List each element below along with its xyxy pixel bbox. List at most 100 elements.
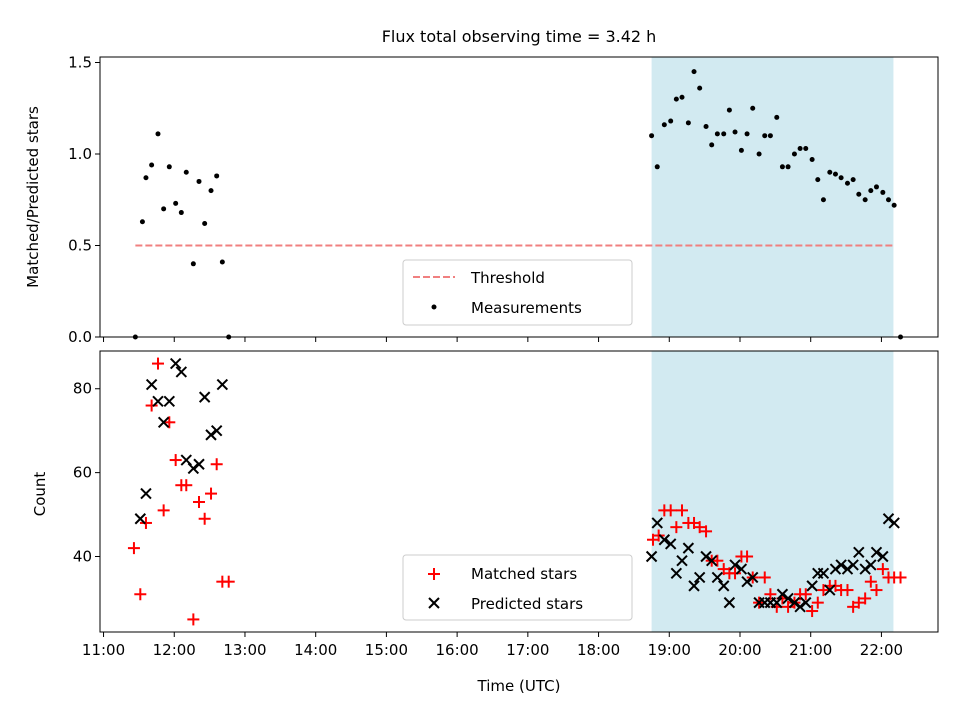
measurement-point <box>815 177 821 183</box>
top-panel: 0.0 0.5 1.0 1.5 Matched/Predicted stars Thr… <box>24 53 939 346</box>
top-y-tick-label: 1.5 <box>68 53 92 71</box>
predicted-star-marker <box>729 559 741 571</box>
matched-star-marker <box>676 504 689 517</box>
predicted-star-marker <box>664 538 677 550</box>
measurement-point <box>803 146 809 152</box>
predicted-star-marker <box>817 567 830 579</box>
predicted-star-marker <box>140 487 152 500</box>
x-tick-label: 14:00 <box>294 641 337 659</box>
matched-star-marker <box>652 529 665 542</box>
predicted-star-marker <box>859 563 871 575</box>
measurement-point <box>196 178 202 184</box>
measurement-point <box>208 188 214 194</box>
predicted-star-marker <box>824 584 836 596</box>
top-y-tick-label: 1.0 <box>68 145 92 163</box>
predicted-star-marker <box>216 378 229 391</box>
measurement-point <box>178 210 184 216</box>
chart-title: Flux total observing time = 3.42 h <box>382 27 657 46</box>
bottom-y-ticks: 40 60 80 <box>73 380 100 566</box>
matched-star-marker <box>758 571 771 584</box>
measurement-point <box>190 261 196 267</box>
top-legend-box <box>402 259 633 326</box>
top-x-ticks <box>103 337 882 342</box>
matched-star-marker <box>799 588 812 601</box>
predicted-star-marker <box>682 542 695 554</box>
bottom-panel: 40 60 80 11:00 12:00 13:00 14:00 15:00 16:00 17:… <box>31 350 939 695</box>
top-y-axis-label: Matched/Predicted stars <box>24 106 42 288</box>
predicted-star-marker <box>157 416 170 429</box>
predicted-star-marker <box>771 596 783 609</box>
matched-star-marker <box>876 563 889 576</box>
predicted-star-marker <box>670 567 683 579</box>
matched-star-marker <box>894 571 907 584</box>
measurement-point <box>832 171 838 177</box>
bot-y-tick-label: 40 <box>73 548 92 566</box>
matched-star-marker <box>198 512 211 525</box>
matched-star-marker <box>151 357 164 370</box>
measurement-point <box>139 219 145 225</box>
x-tick-label: 19:00 <box>648 641 691 659</box>
measurement-point <box>779 164 785 170</box>
predicted-star-marker <box>718 580 730 592</box>
predicted-star-marker <box>210 424 223 437</box>
measurement-point <box>703 124 709 130</box>
predicted-star-marker <box>847 559 859 571</box>
legend-predicted-swatch <box>428 597 440 609</box>
measurement-point <box>726 107 732 113</box>
top-y-tick-label: 0.0 <box>68 328 92 346</box>
measurement-point <box>862 197 868 203</box>
matched-star-marker <box>145 399 158 412</box>
bottom-y-axis-label: Count <box>31 472 49 517</box>
legend-measurements-swatch <box>431 304 437 310</box>
measurement-point <box>774 114 780 120</box>
x-tick-label: 21:00 <box>789 641 832 659</box>
matched-star-marker <box>664 504 677 517</box>
predicted-star-marker <box>175 366 188 378</box>
top-series-layer <box>132 69 904 340</box>
matched-star-marker <box>729 567 742 580</box>
x-axis-label: Time (UTC) <box>477 677 561 695</box>
matched-star-marker <box>841 584 854 597</box>
measurement-point <box>885 197 891 203</box>
matched-star-marker <box>180 479 193 492</box>
measurement-point <box>868 188 874 194</box>
bottom-legend: Matched stars Predicted stars <box>402 554 633 621</box>
measurement-point <box>873 184 879 190</box>
x-tick-label: 11:00 <box>82 641 125 659</box>
legend-matched-swatch <box>428 568 440 580</box>
measurement-point <box>820 197 826 203</box>
matched-star-marker <box>187 613 200 626</box>
measurement-point <box>791 151 797 157</box>
legend-matched-label: Matched stars <box>471 565 577 583</box>
predicted-star-marker <box>163 395 176 408</box>
measurement-point <box>214 173 220 179</box>
measurement-point <box>732 129 738 135</box>
predicted-star-marker <box>806 580 818 592</box>
matched-star-marker <box>139 516 152 529</box>
predicted-star-marker <box>651 517 663 529</box>
predicted-star-marker <box>865 559 877 571</box>
measurement-point <box>173 200 179 206</box>
predicted-star-marker <box>870 546 883 559</box>
measurement-point <box>155 131 161 137</box>
measurement-point <box>691 69 697 75</box>
predicted-star-marker <box>145 378 158 391</box>
predicted-star-marker <box>735 563 748 575</box>
measurement-point <box>744 131 750 137</box>
matched-star-marker <box>127 542 140 555</box>
matched-star-marker <box>806 605 819 618</box>
measurement-point <box>838 175 844 181</box>
x-tick-label: 15:00 <box>365 641 408 659</box>
predicted-star-marker <box>205 429 217 441</box>
predicted-star-marker <box>711 571 724 584</box>
measurement-point <box>673 96 679 102</box>
top-y-ticks: 0.0 0.5 1.0 1.5 <box>68 53 100 346</box>
matched-star-marker <box>741 550 754 563</box>
predicted-star-marker <box>888 517 900 529</box>
measurement-point <box>809 156 815 162</box>
measurement-point <box>721 131 727 137</box>
matched-star-marker <box>859 592 872 605</box>
predicted-star-marker <box>841 563 854 575</box>
measurement-point <box>756 151 762 157</box>
matched-star-marker <box>817 584 830 597</box>
